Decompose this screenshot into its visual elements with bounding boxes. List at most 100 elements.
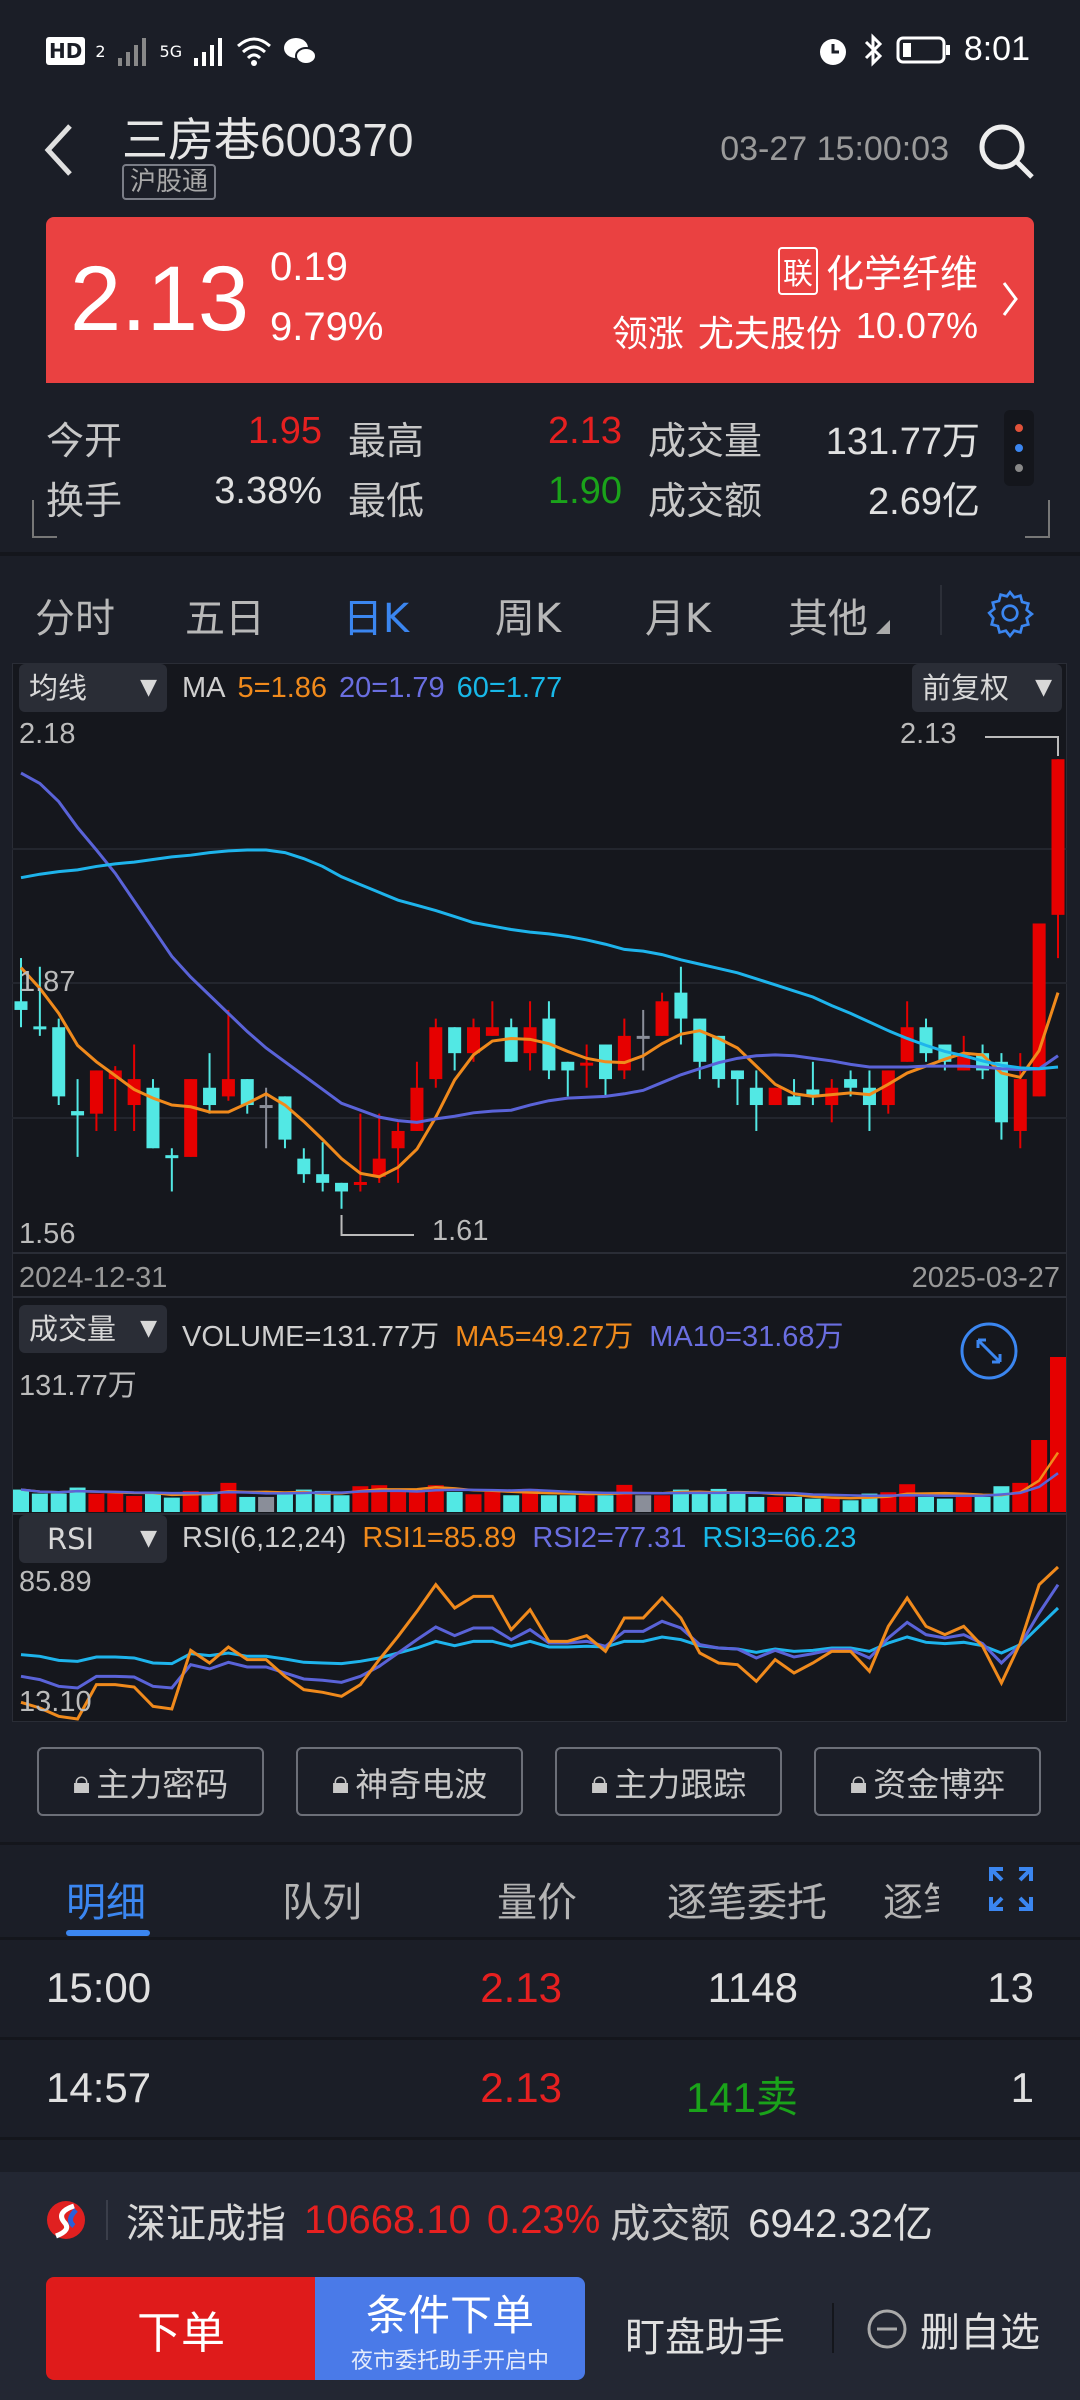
shenzhen-exchange-logo <box>47 2201 85 2239</box>
expand-icon[interactable] <box>988 1866 1034 1912</box>
rsi-legend: RSI(6,12,24) RSI1=85.89 RSI2=77.31 RSI3=… <box>182 1522 856 1555</box>
conditional-order-button[interactable]: 条件下单 夜市委托助手开启中 <box>315 2277 585 2380</box>
leader-name: 尤夫股份 <box>697 314 842 355</box>
wifi-icon <box>237 37 272 66</box>
x-axis-end-date: 2025-03-27 <box>911 1262 1060 1294</box>
lock-icon: 🔒︎ <box>849 1761 868 1801</box>
status-bar: HD 2 5G 8:01 <box>0 0 1080 96</box>
low-marker-label: 1.61 <box>432 1215 489 1247</box>
search-icon[interactable] <box>975 120 1039 184</box>
tab-intraday[interactable]: 分时 <box>35 596 115 642</box>
volume-ma5-value: MA5=49.27万 <box>455 1321 634 1353</box>
hd-icon: HD <box>46 37 86 65</box>
price-change: 0.19 <box>270 245 348 289</box>
stat-label-volume: 成交量 <box>648 421 763 463</box>
leader-pct: 10.07% <box>855 305 978 346</box>
tab-weekly-k[interactable]: 周K <box>494 596 562 642</box>
alarm-icon <box>819 38 846 65</box>
stat-label-high: 最高 <box>348 421 425 463</box>
feature-label: 资金博弈 <box>873 1764 1006 1804</box>
tab-daily-k[interactable]: 日K <box>342 596 410 642</box>
trade-price: 2.13 <box>480 1964 562 2011</box>
stat-value-turnover-rate: 3.38% <box>214 470 322 512</box>
adjust-dropdown[interactable]: 前复权 ▼ <box>912 664 1062 712</box>
volume-ma10-value: MA10=31.68万 <box>649 1321 844 1353</box>
tab-order-by-order[interactable]: 逐笔委托 <box>667 1880 827 1926</box>
indicator-dropdown[interactable]: 均线 ▼ <box>19 664 167 712</box>
monitor-assistant-button[interactable]: 盯盘助手 <box>625 2315 785 2361</box>
feature-button-main-tracking[interactable]: 🔒︎ 主力跟踪 <box>555 1747 782 1816</box>
wechat-icon <box>284 38 318 65</box>
rsi-dropdown[interactable]: RSI ▼ <box>19 1515 167 1563</box>
tab-other[interactable]: 其他 <box>788 596 868 642</box>
tab-monthly-k[interactable]: 月K <box>644 596 712 642</box>
stock-title: 三房巷600370 <box>122 104 414 170</box>
conditional-order-label: 条件下单 <box>365 2291 534 2340</box>
stat-label-open: 今开 <box>46 421 123 463</box>
feature-button-capital-game[interactable]: 🔒︎ 资金博弈 <box>814 1747 1041 1816</box>
collapse-corner-right[interactable] <box>1022 500 1052 540</box>
y-axis-max: 2.18 <box>19 718 76 750</box>
feature-button-magic-wave[interactable]: 🔒︎ 神奇电波 <box>296 1747 523 1816</box>
volume-axis-max: 131.77万 <box>19 1370 137 1402</box>
network-label: 5G <box>159 41 183 61</box>
stat-label-amount: 成交额 <box>648 481 763 523</box>
tab-detail[interactable]: 明细 <box>66 1880 146 1926</box>
trade-row: 14:57 2.13 141卖 1 <box>0 2040 1080 2137</box>
trade-row: 15:00 2.13 1148 13 <box>0 1940 1080 2037</box>
collapse-corner-left[interactable] <box>30 500 60 540</box>
settings-gear-icon[interactable] <box>985 588 1035 638</box>
stat-value-open: 1.95 <box>248 410 322 452</box>
back-button[interactable] <box>40 122 80 178</box>
stat-value-high: 2.13 <box>548 410 622 452</box>
5g-signal-icon <box>194 38 223 66</box>
current-price: 2.13 <box>70 248 250 350</box>
index-ticker[interactable]: 深证成指 10668.10 0.23% 成交额 6942.32亿 <box>0 2180 1080 2260</box>
caret-down-icon: ▼ <box>140 1526 157 1551</box>
remove-watchlist-button[interactable]: 删自选 <box>866 2300 1040 2358</box>
volume-dropdown[interactable]: 成交量 ▼ <box>19 1305 167 1353</box>
chevron-right-icon[interactable] <box>1000 279 1020 319</box>
tab-volume-price[interactable]: 量价 <box>497 1880 577 1926</box>
conditional-order-subtitle: 夜市委托助手开启中 <box>350 2349 549 2374</box>
caret-down-icon: ▼ <box>140 675 157 700</box>
tab-queue[interactable]: 队列 <box>282 1880 362 1926</box>
price-change-pct: 9.79% <box>270 305 384 349</box>
lock-icon: 🔒︎ <box>590 1761 609 1801</box>
rsi-params: RSI(6,12,24) <box>182 1522 347 1554</box>
quote-timestamp: 03-27 15:00:03 <box>720 130 949 168</box>
trade-count: 1 <box>1010 2064 1034 2111</box>
y-axis-min: 1.56 <box>19 1218 76 1250</box>
ma-legend: MA 5=1.86 20=1.79 60=1.77 <box>182 672 562 705</box>
stat-label-turnover-rate: 换手 <box>46 481 123 523</box>
ma-label: MA <box>182 672 226 704</box>
caret-down-icon: ▼ <box>1035 675 1052 700</box>
leader-label: 领涨 <box>611 314 684 355</box>
trade-time: 14:57 <box>46 2064 152 2111</box>
sector-link[interactable]: 联 化学纤维 <box>777 243 978 298</box>
volume-select-label: 成交量 <box>29 1312 117 1346</box>
bluetooth-icon <box>864 32 882 67</box>
dropdown-corner-icon <box>876 620 890 634</box>
trade-volume: 141卖 <box>685 2074 798 2121</box>
volume-legend: VOLUME=131.77万 MA5=49.27万 MA10=31.68万 <box>182 1313 844 1355</box>
fullscreen-rotate-icon[interactable] <box>958 1320 1020 1382</box>
ma5-value: 5=1.86 <box>237 672 328 704</box>
price-banner[interactable]: 2.13 0.19 9.79% 联 化学纤维 领涨 尤夫股份 10.07% <box>46 217 1034 383</box>
page-indicator[interactable] <box>1004 410 1034 486</box>
remove-watchlist-label: 删自选 <box>920 2310 1040 2356</box>
feature-button-main-code[interactable]: 🔒︎ 主力密码 <box>37 1747 264 1816</box>
feature-label: 主力密码 <box>96 1764 229 1804</box>
order-label: 下单 <box>137 2307 225 2359</box>
indicator-label: 均线 <box>29 671 88 705</box>
stat-value-low: 1.90 <box>548 470 622 512</box>
tab-five-day[interactable]: 五日 <box>185 596 265 642</box>
stat-value-amount: 2.69亿 <box>868 481 980 523</box>
feature-label: 神奇电波 <box>355 1764 488 1804</box>
clock: 8:01 <box>963 30 1030 68</box>
kline-chart-area[interactable] <box>12 663 1067 1722</box>
tab-tick-by-tick[interactable]: 逐笔 <box>883 1880 939 1926</box>
sector-tag: 联 <box>777 246 818 295</box>
high-marker-label: 2.13 <box>900 718 957 750</box>
order-button[interactable]: 下单 <box>46 2277 316 2380</box>
